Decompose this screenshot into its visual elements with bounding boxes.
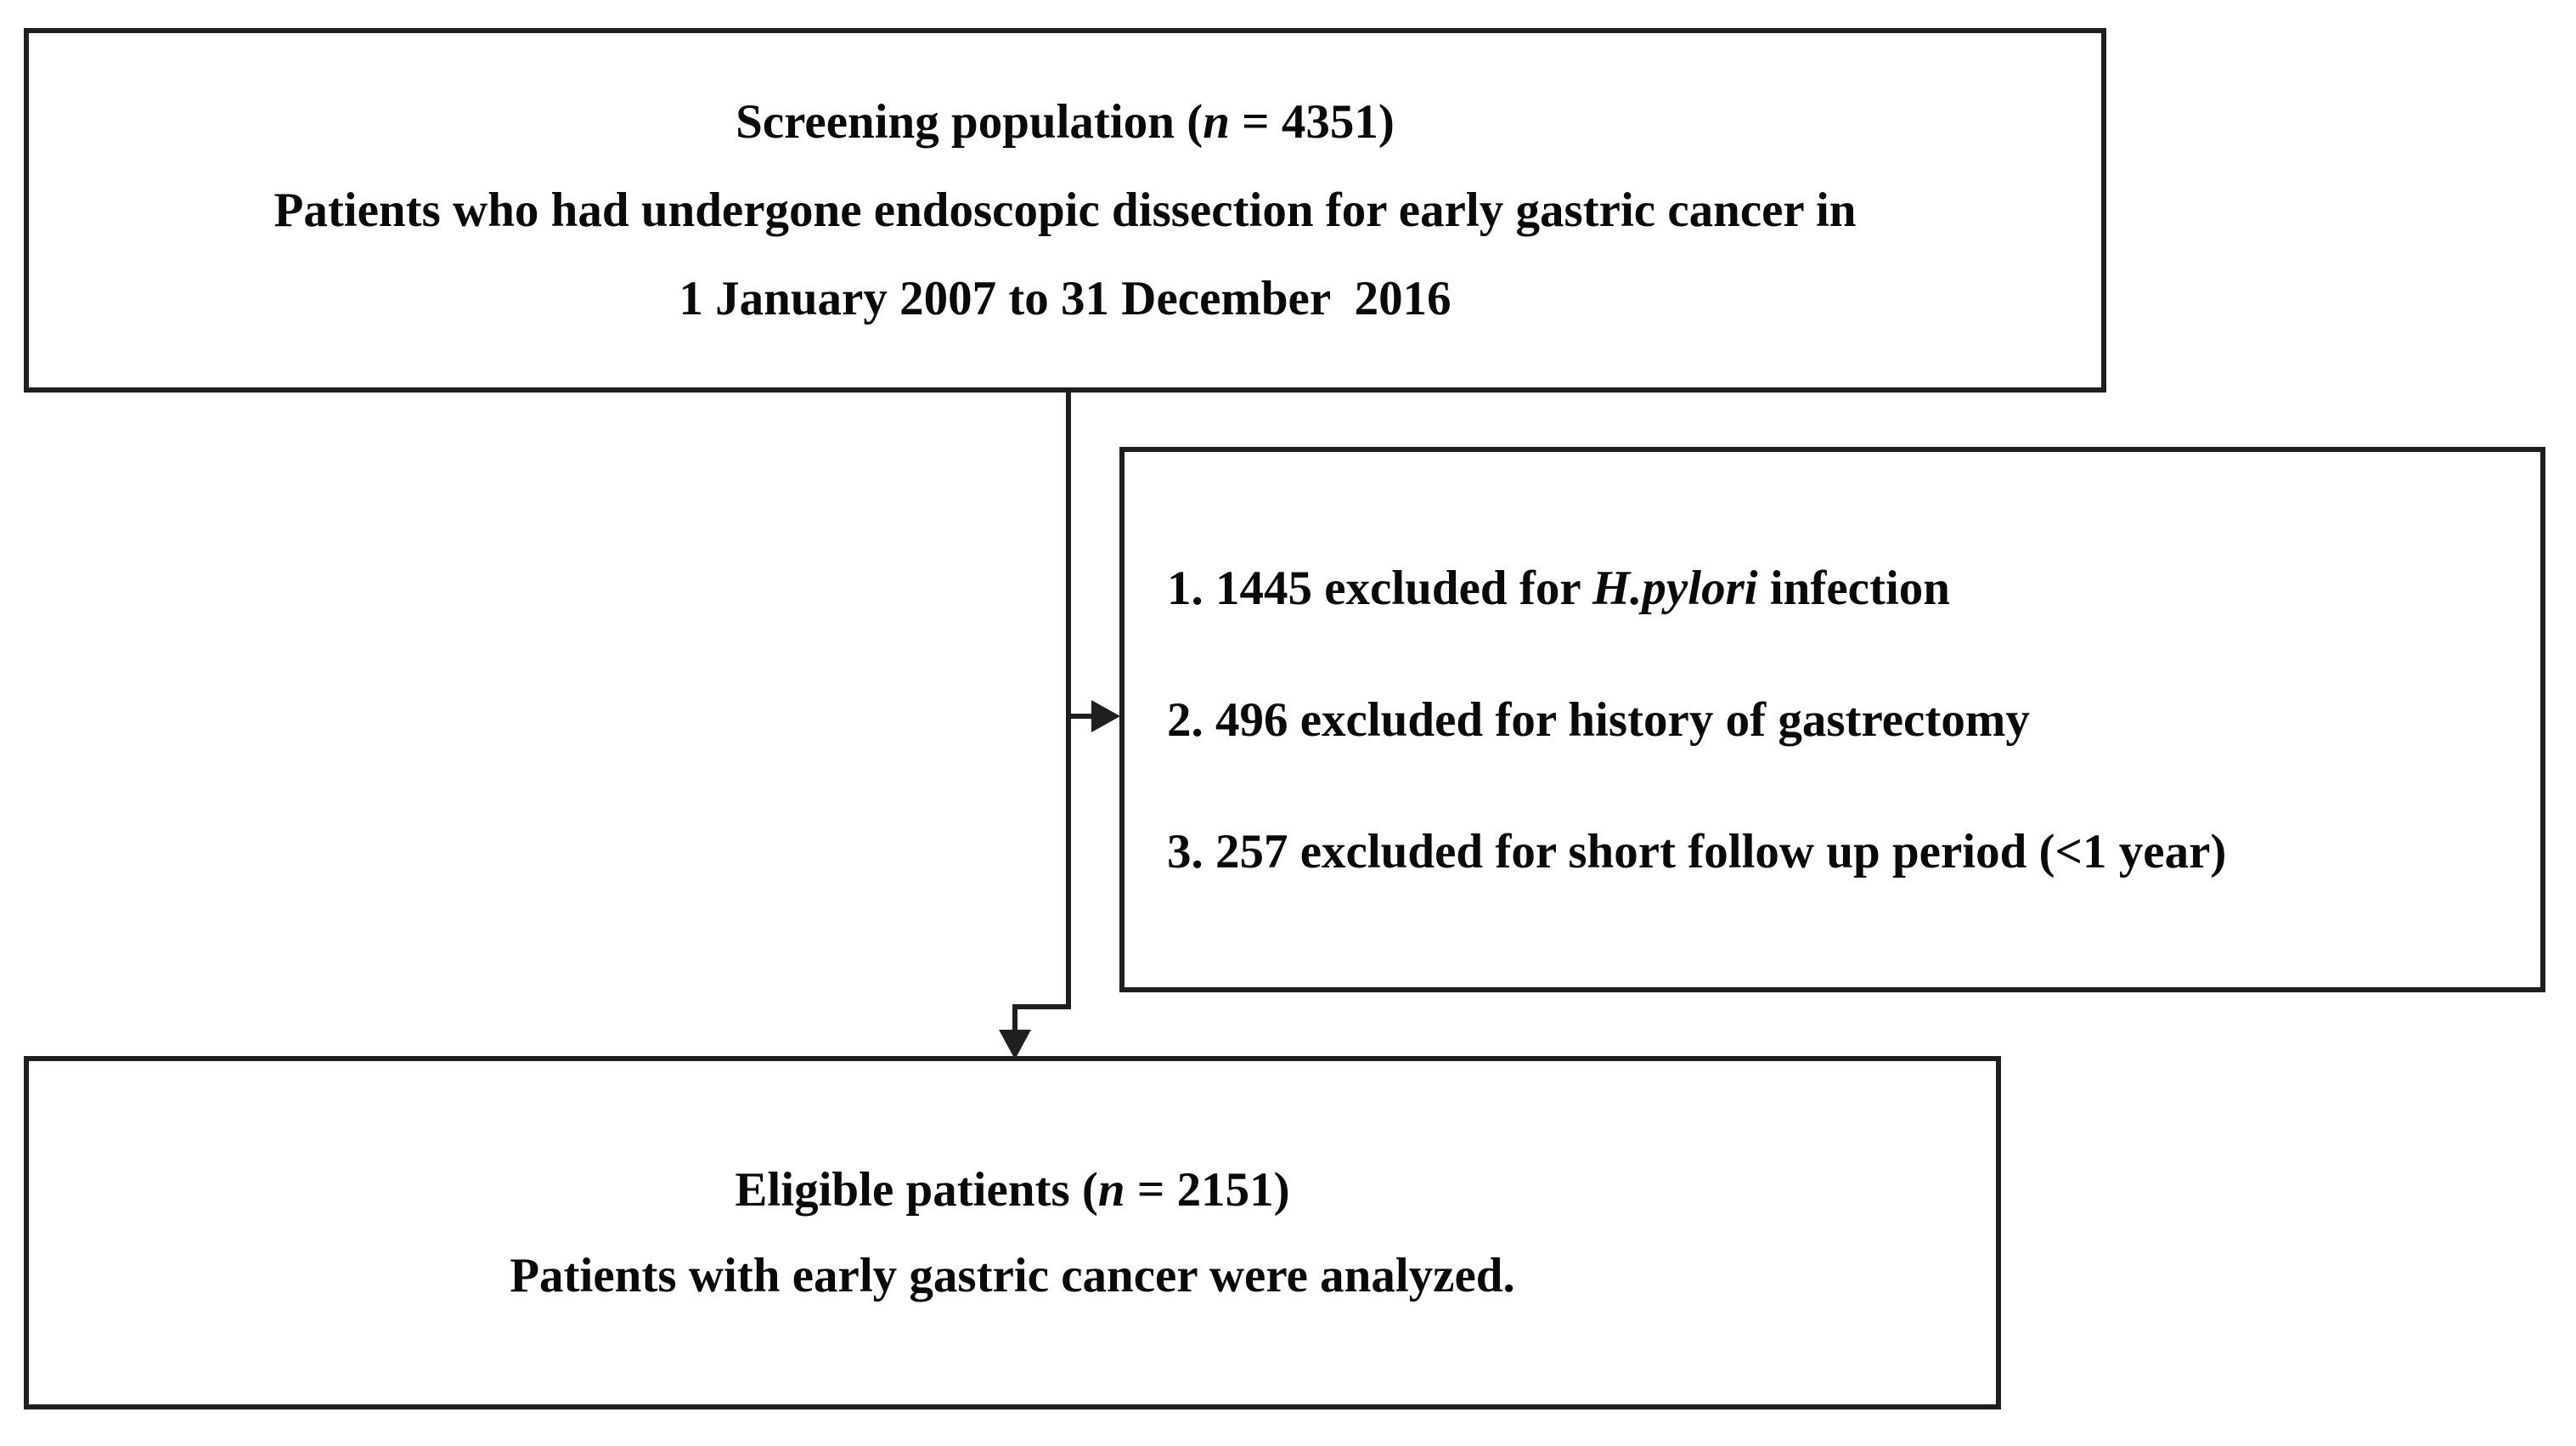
screening-title-n-italic: n	[1203, 94, 1230, 149]
screening-title-prefix: Screening population (	[736, 94, 1203, 149]
exclusion-item-1-prefix: 1. 1445 excluded for	[1167, 561, 1592, 615]
eligible-patients-box: Eligible patients (n = 2151) Patients wi…	[24, 1056, 2001, 1409]
exclusion-item-1-suffix: infection	[1757, 561, 1950, 615]
eligible-title-n-italic: n	[1097, 1163, 1125, 1217]
eligible-title-prefix: Eligible patients (	[735, 1163, 1098, 1217]
screening-box-title: Screening population (n = 4351)	[29, 78, 2101, 167]
eligible-box-description: Patients with early gastric cancer were …	[510, 1249, 1515, 1302]
screening-title-suffix: = 4351)	[1229, 94, 1395, 149]
main-flow-line	[1012, 389, 1071, 1032]
screening-population-box: Screening population (n = 4351) Patients…	[24, 28, 2106, 393]
exclusion-item-3: 3. 257 excluded for short follow up peri…	[1167, 824, 2227, 878]
exclusion-box: 1. 1445 excluded for H.pylori infection …	[1119, 447, 2545, 992]
screening-box-date-range: 1 January 2007 to 31 December 2016	[679, 271, 1451, 325]
exclusion-item-1: 1. 1445 excluded for H.pylori infection	[1167, 522, 2515, 654]
exclusion-item-2: 2. 496 excluded for history of gastrecto…	[1167, 692, 2030, 747]
screening-box-description: Patients who had undergone endoscopic di…	[273, 183, 1857, 237]
eligible-title-suffix: = 2151)	[1125, 1163, 1290, 1217]
arrowhead-right-icon	[1091, 700, 1120, 732]
exclusion-item-1-hpylori-italic: H.pylori	[1592, 561, 1758, 615]
eligible-box-title: Eligible patients (n = 2151)	[29, 1147, 1996, 1233]
arrowhead-down-icon	[999, 1030, 1031, 1059]
